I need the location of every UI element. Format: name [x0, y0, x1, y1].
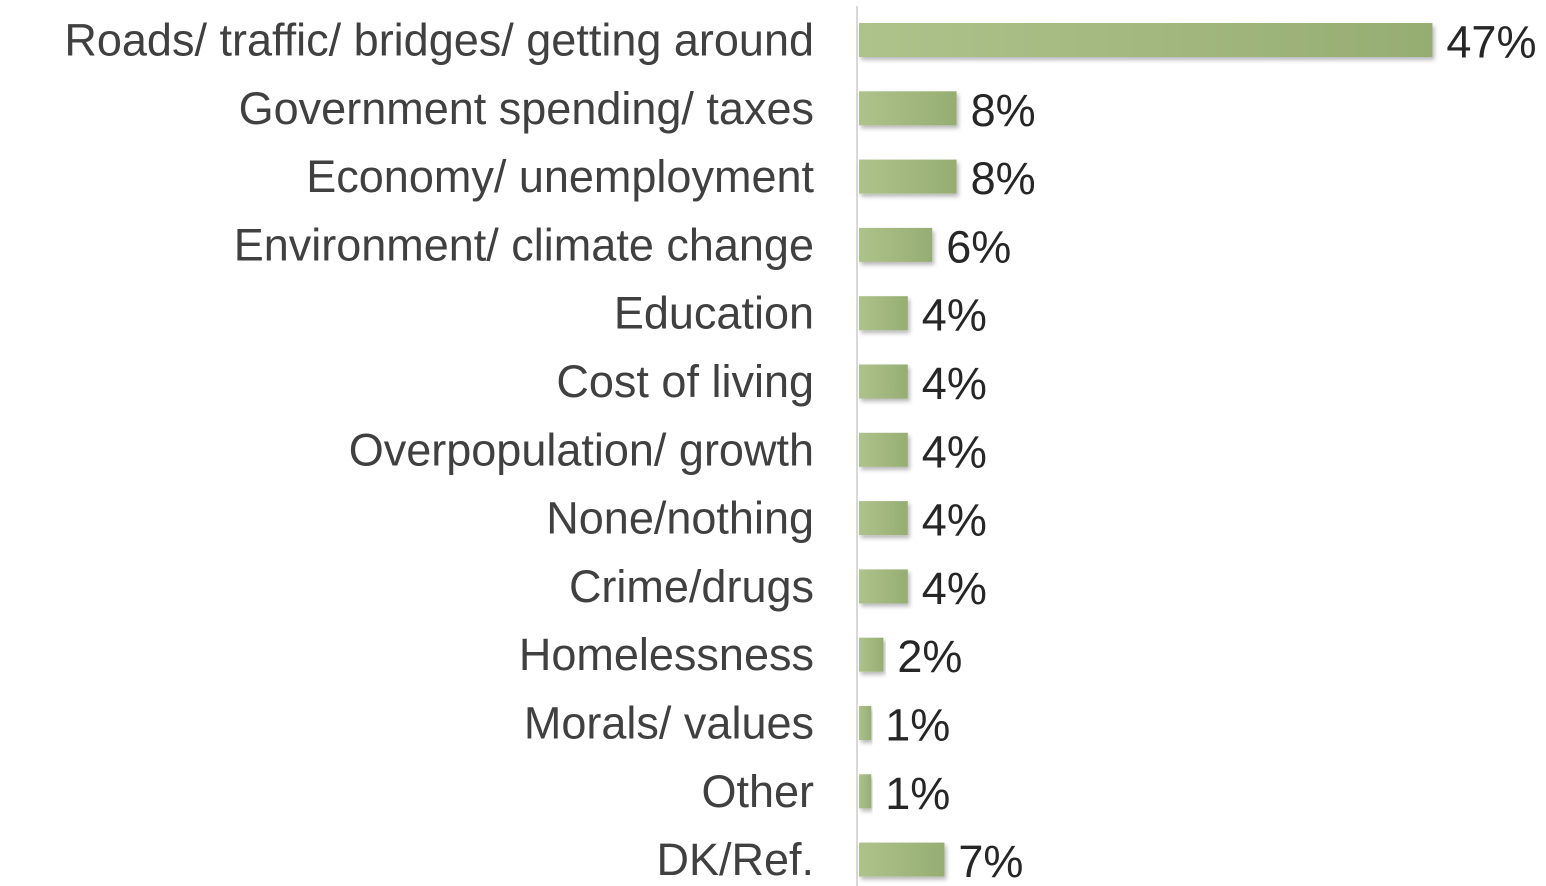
value-label: 1%: [885, 768, 950, 819]
category-labels: Roads/ traffic/ bridges/ getting around G…: [64, 15, 814, 886]
bar: [859, 159, 957, 194]
bar: [859, 432, 908, 467]
bar: [859, 501, 908, 536]
bar: [859, 842, 945, 877]
category-label: Government spending/ taxes: [239, 83, 814, 134]
category-label: Environment/ climate change: [234, 219, 814, 270]
bar: [859, 364, 908, 399]
bar: [859, 23, 1433, 57]
value-label: 8%: [971, 153, 1036, 204]
value-label: 47%: [1446, 17, 1536, 68]
value-label: 2%: [897, 631, 962, 682]
value-label: 6%: [946, 221, 1011, 272]
bar: [859, 227, 933, 262]
value-label: 4%: [922, 358, 987, 409]
value-label: 8%: [971, 85, 1036, 136]
bar: [859, 637, 884, 672]
bar: [859, 774, 872, 809]
value-label: 4%: [922, 495, 987, 546]
value-labels: 47%8%8%6%4%4%4%4%4%2%1%1%7%: [885, 17, 1536, 886]
value-label: 1%: [885, 700, 950, 751]
value-label: 4%: [922, 290, 987, 341]
category-label: DK/Ref.: [656, 834, 814, 885]
category-label: Homelessness: [519, 629, 814, 680]
category-label: Education: [614, 288, 814, 339]
category-label: Morals/ values: [524, 698, 814, 749]
category-label: Crime/drugs: [569, 561, 814, 612]
bar: [859, 296, 908, 331]
bar: [859, 569, 908, 604]
bar: [859, 91, 957, 126]
category-label: None/nothing: [546, 493, 814, 544]
value-label: 4%: [922, 426, 987, 477]
bars: [859, 23, 1433, 877]
category-label: Other: [701, 766, 814, 817]
value-label: 7%: [958, 836, 1023, 886]
category-label: Roads/ traffic/ bridges/ getting around: [64, 15, 814, 66]
value-label: 4%: [922, 563, 987, 614]
category-label: Cost of living: [556, 356, 814, 407]
category-label: Economy/ unemployment: [306, 151, 814, 202]
category-label: Overpopulation/ growth: [349, 424, 814, 475]
bar: [859, 706, 872, 740]
